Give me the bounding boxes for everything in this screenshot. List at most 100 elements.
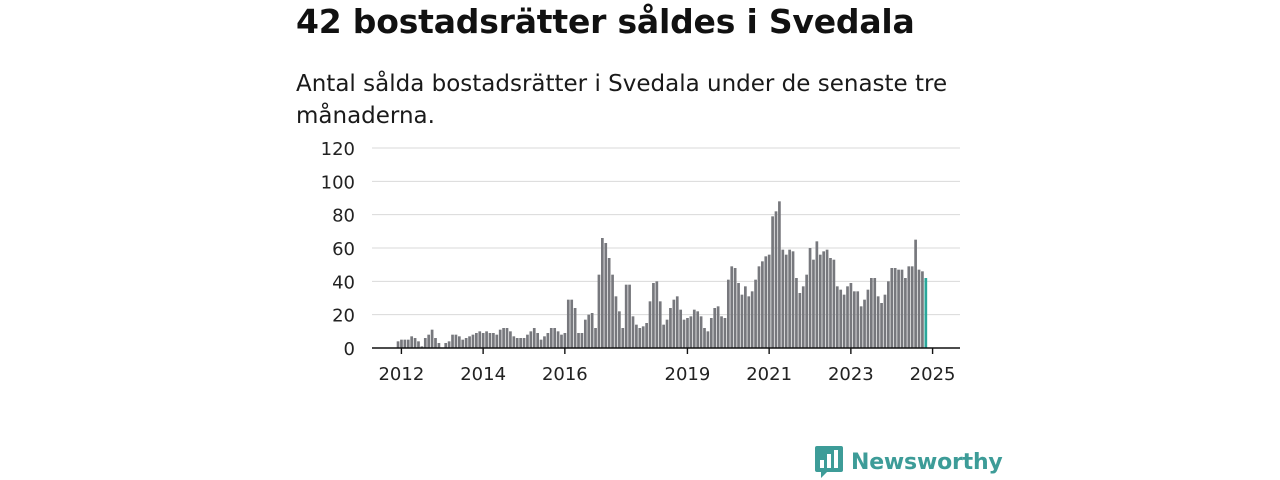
x-tick-label: 2025 bbox=[910, 364, 956, 385]
bar bbox=[924, 278, 928, 348]
bar bbox=[706, 331, 710, 348]
bar bbox=[900, 269, 904, 348]
bar bbox=[638, 328, 642, 348]
bar bbox=[897, 269, 900, 348]
bar bbox=[478, 331, 482, 348]
bar bbox=[454, 334, 458, 348]
bar bbox=[427, 334, 431, 348]
x-tick-label: 2012 bbox=[378, 364, 424, 385]
bar bbox=[417, 341, 420, 348]
bar bbox=[529, 331, 533, 348]
bar bbox=[495, 334, 499, 348]
bar bbox=[601, 238, 604, 348]
bar bbox=[563, 333, 567, 348]
bar bbox=[618, 311, 621, 348]
bar bbox=[740, 294, 744, 348]
bar bbox=[641, 326, 645, 348]
x-axis: 2012 2014 2016 2019 2021 2023 2025 bbox=[372, 347, 960, 385]
bar bbox=[658, 301, 662, 348]
x-tick-label: 2016 bbox=[542, 364, 588, 385]
bar bbox=[880, 303, 883, 348]
bar bbox=[522, 338, 526, 348]
bar bbox=[832, 259, 836, 348]
bar bbox=[526, 334, 529, 348]
bar bbox=[849, 283, 853, 348]
bar bbox=[726, 279, 730, 348]
bar bbox=[876, 296, 880, 348]
bar bbox=[713, 308, 717, 348]
bar bbox=[917, 269, 921, 348]
bar bbox=[662, 324, 665, 348]
bar bbox=[771, 216, 774, 348]
bar bbox=[498, 329, 502, 348]
bar bbox=[805, 274, 808, 348]
bar bbox=[631, 316, 635, 348]
bar bbox=[921, 271, 924, 348]
bar bbox=[492, 333, 495, 348]
x-tick-label: 2019 bbox=[665, 364, 711, 385]
bar bbox=[914, 239, 917, 348]
bar bbox=[866, 289, 870, 348]
bar bbox=[655, 281, 659, 348]
bar bbox=[430, 329, 434, 348]
page-subtitle: Antal sålda bostadsrätter i Svedala unde… bbox=[296, 71, 948, 129]
bar bbox=[594, 328, 597, 348]
bar bbox=[682, 319, 686, 348]
bar bbox=[509, 331, 512, 348]
bar bbox=[665, 319, 669, 348]
value-annotation: 42 bbox=[918, 0, 946, 7]
bar bbox=[400, 339, 403, 348]
bar bbox=[420, 346, 424, 348]
bar bbox=[709, 318, 713, 348]
bar bbox=[733, 268, 737, 348]
latest-value-label: 42 bbox=[920, 0, 944, 5]
bar bbox=[556, 331, 560, 348]
bar bbox=[774, 211, 778, 348]
y-tick-label: 0 bbox=[344, 339, 355, 360]
bar bbox=[846, 286, 849, 348]
bar bbox=[519, 338, 522, 348]
bar bbox=[468, 336, 471, 348]
bar bbox=[686, 318, 689, 348]
y-tick-label: 100 bbox=[321, 172, 355, 193]
bar bbox=[560, 334, 563, 348]
bar bbox=[815, 241, 819, 348]
bar bbox=[396, 341, 400, 348]
bar bbox=[614, 296, 618, 348]
bar bbox=[829, 258, 832, 348]
bar bbox=[863, 299, 866, 348]
bar bbox=[669, 308, 672, 348]
bar bbox=[461, 339, 465, 348]
brand-name: Newsworthy bbox=[851, 449, 1003, 475]
x-tick-label: 2014 bbox=[460, 364, 506, 385]
bar bbox=[747, 296, 751, 348]
bar bbox=[839, 289, 843, 348]
bar bbox=[652, 283, 655, 348]
bar bbox=[716, 306, 720, 348]
bar bbox=[754, 279, 757, 348]
bar bbox=[859, 306, 863, 348]
bar bbox=[781, 249, 785, 348]
bar bbox=[410, 336, 414, 348]
bar bbox=[546, 333, 550, 348]
bar bbox=[696, 311, 700, 348]
bar bbox=[907, 266, 911, 348]
bar bbox=[791, 251, 795, 348]
bar bbox=[761, 261, 764, 348]
bar bbox=[406, 339, 410, 348]
bar bbox=[778, 201, 781, 348]
bar bbox=[447, 341, 451, 348]
bar bbox=[488, 333, 492, 348]
bar bbox=[737, 283, 740, 348]
bar bbox=[611, 274, 614, 348]
bar bbox=[699, 316, 703, 348]
bar bbox=[502, 328, 505, 348]
bar bbox=[893, 268, 897, 348]
y-tick-label: 20 bbox=[332, 306, 355, 327]
newsworthy-logo: Newsworthy bbox=[815, 446, 1003, 478]
bar bbox=[887, 281, 890, 348]
bar bbox=[457, 336, 461, 348]
bar bbox=[621, 328, 625, 348]
x-tick-label: 2021 bbox=[746, 364, 792, 385]
